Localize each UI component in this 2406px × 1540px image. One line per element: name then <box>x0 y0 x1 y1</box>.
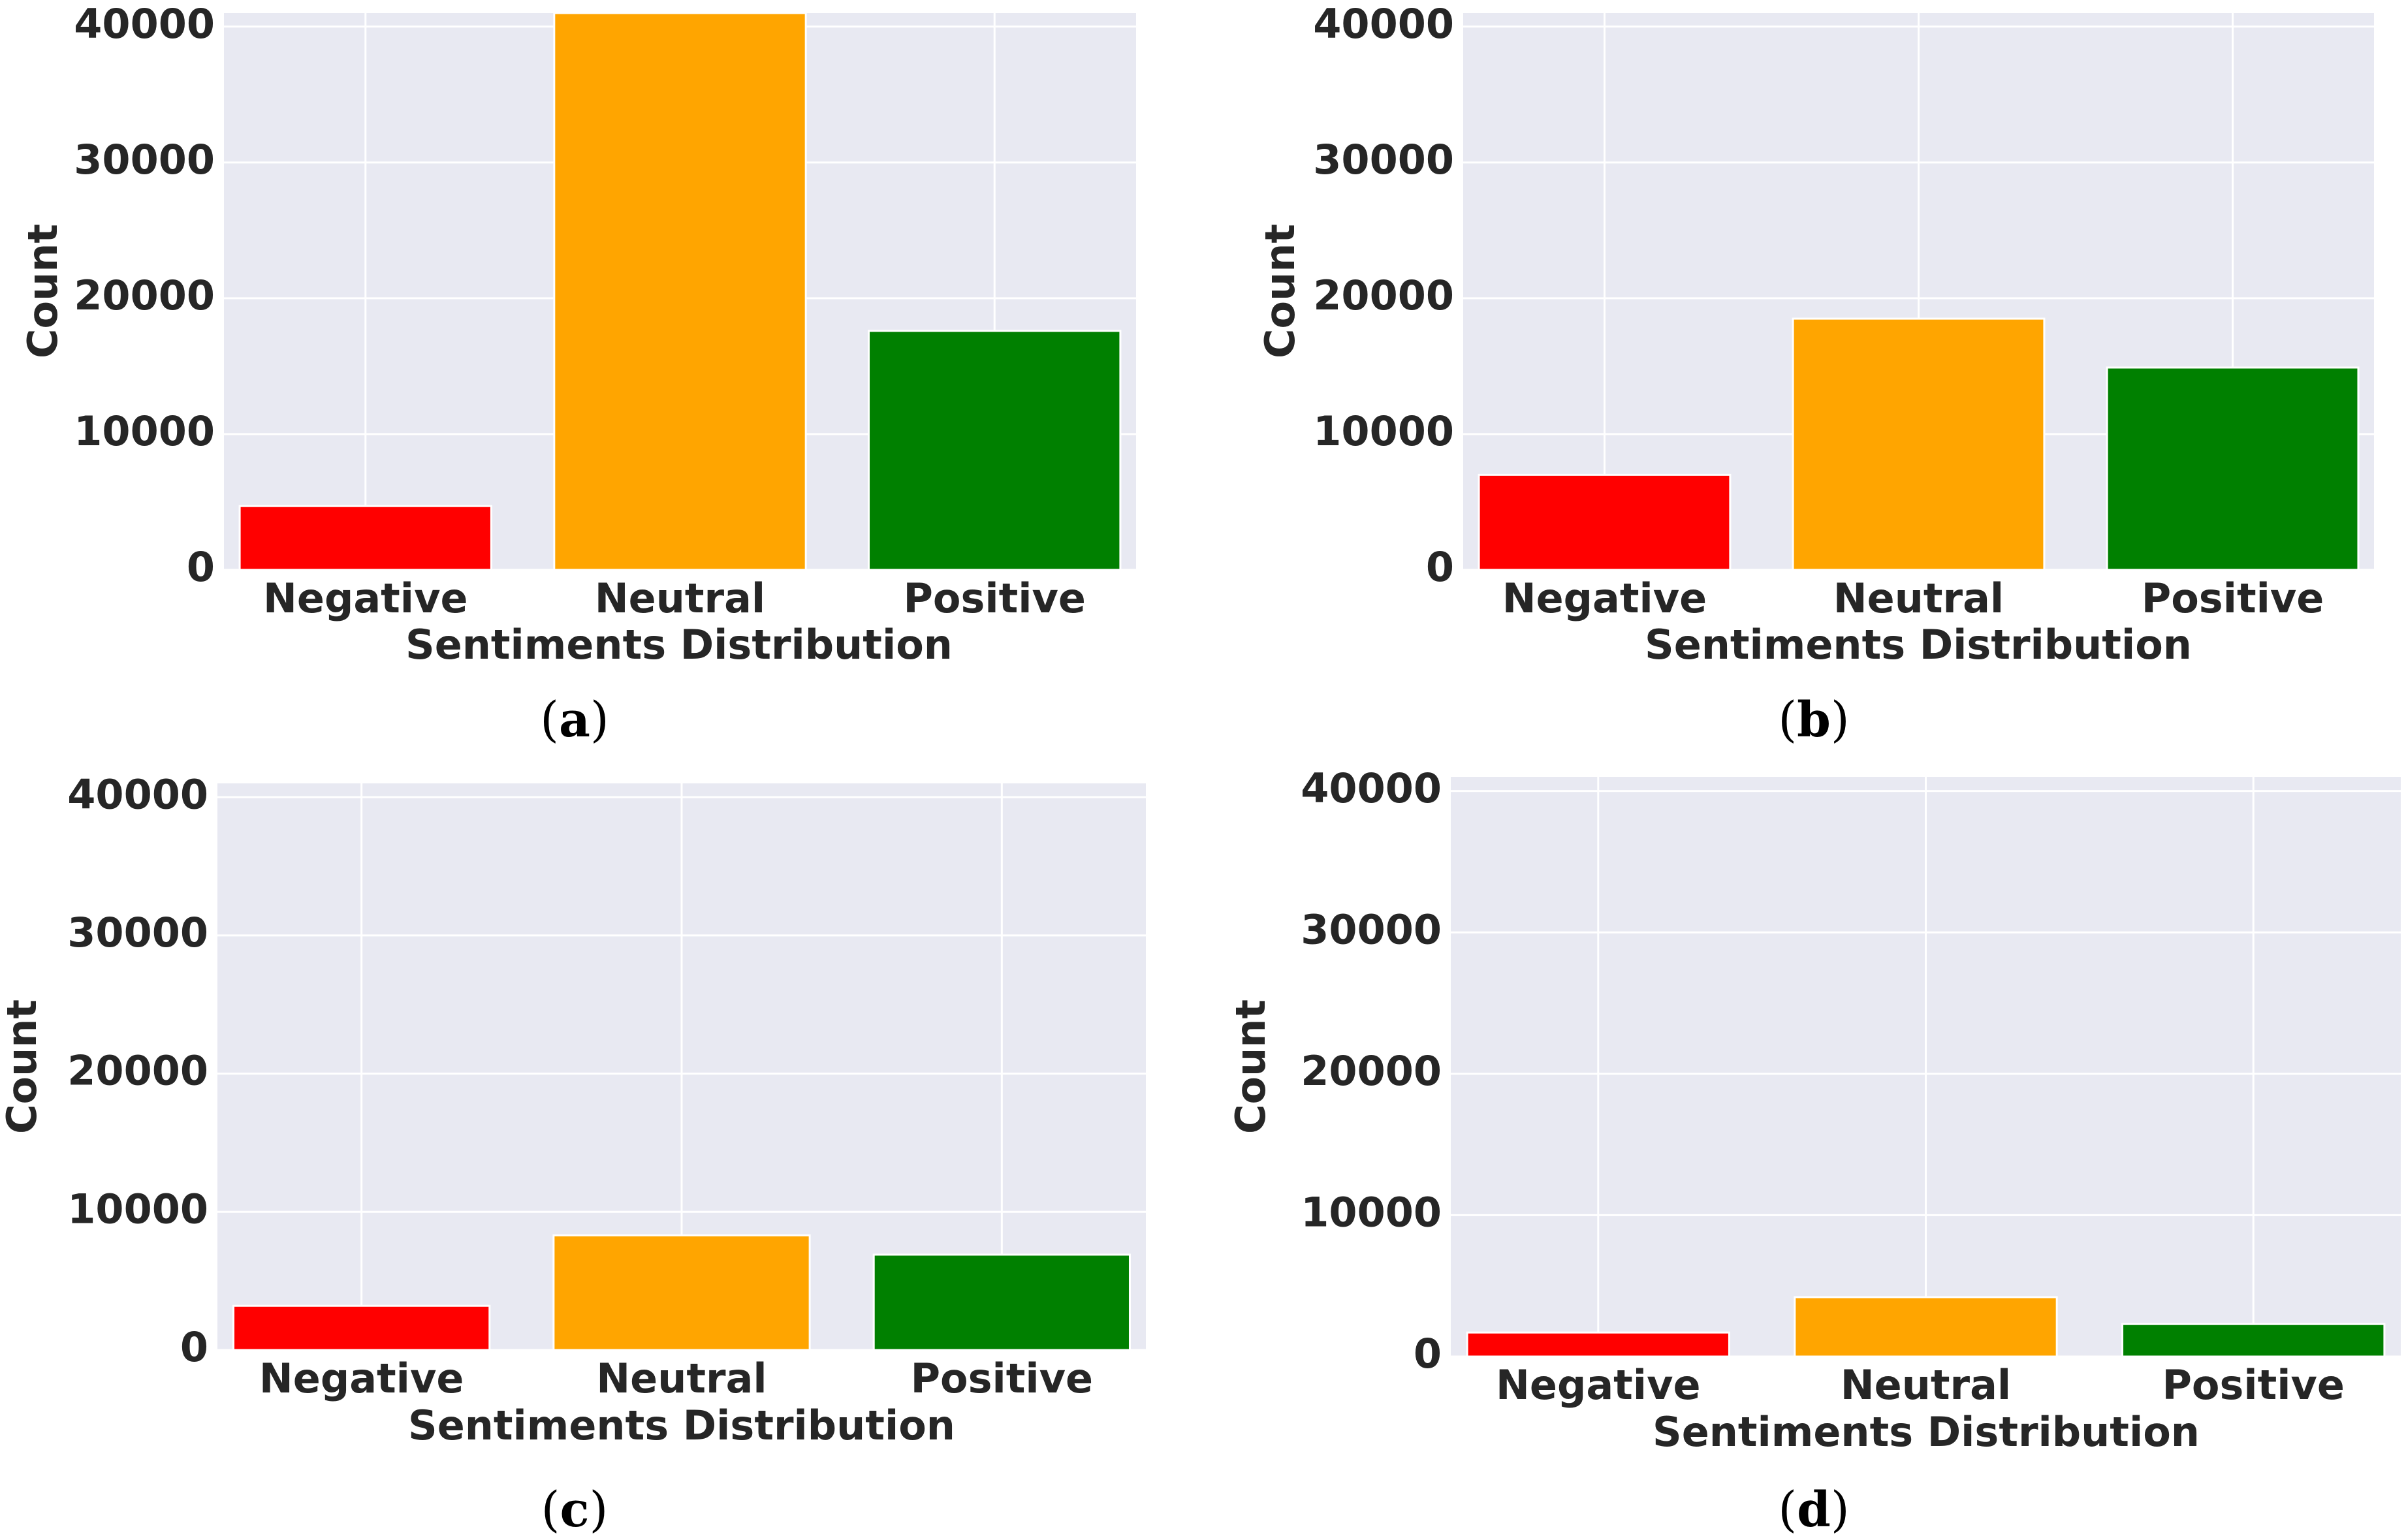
x-axis-label: Sentiments Distribution <box>1645 621 2192 668</box>
x-tick-label: Positive <box>2142 574 2324 622</box>
bar-negative <box>232 1304 491 1351</box>
bar-neutral <box>1792 317 2046 571</box>
y-tick-label: 40000 <box>1301 764 1442 812</box>
y-tick-labels: 0 10000 20000 30000 40000 <box>74 0 215 591</box>
panel-caption: (a) <box>540 691 609 747</box>
panel-b: 0 10000 20000 30000 40000 Negative Neutral Pos… <box>1256 0 2374 748</box>
x-tick-label: Positive <box>2162 1361 2345 1409</box>
y-tick-label: 20000 <box>1301 1047 1442 1095</box>
y-tick-label: 40000 <box>1313 0 1454 48</box>
x-tick-labels: Negative Neutral Positive <box>1502 574 2324 622</box>
y-tick-label: 30000 <box>1301 905 1442 953</box>
y-axis-label: Count <box>1227 999 1274 1134</box>
bars <box>238 12 1122 571</box>
x-tick-label: Neutral <box>596 1355 767 1402</box>
y-tick-label: 10000 <box>1313 407 1454 455</box>
x-tick-label: Positive <box>903 574 1086 622</box>
x-tick-label: Negative <box>259 1355 464 1402</box>
y-tick-label: 30000 <box>1313 136 1454 183</box>
bar-neutral <box>1794 1296 2058 1358</box>
gridlines <box>217 783 1146 1351</box>
bar-positive <box>868 330 1122 571</box>
x-axis-label: Sentiments Distribution <box>408 1402 955 1449</box>
y-tick-label: 0 <box>187 543 215 591</box>
y-tick-label: 10000 <box>74 407 215 455</box>
x-tick-label: Neutral <box>1833 574 2004 622</box>
y-tick-label: 0 <box>1414 1330 1442 1377</box>
y-tick-label: 20000 <box>1313 272 1454 319</box>
bar-positive <box>2106 366 2360 571</box>
bar-positive <box>872 1253 1131 1351</box>
x-tick-labels: Negative Neutral Positive <box>259 1355 1093 1402</box>
y-tick-labels: 0 10000 20000 30000 40000 <box>1313 0 1454 591</box>
x-tick-label: Negative <box>1502 574 1707 622</box>
y-tick-label: 0 <box>180 1323 208 1371</box>
y-tick-labels: 0 10000 20000 30000 40000 <box>67 770 208 1371</box>
x-axis-label: Sentiments Distribution <box>405 621 953 668</box>
panel-caption: (b) <box>1778 691 1850 747</box>
y-tick-label: 10000 <box>67 1185 208 1233</box>
bars <box>232 1234 1131 1351</box>
panel-caption: (d) <box>1778 1481 1850 1537</box>
x-tick-label: Positive <box>911 1355 1094 1402</box>
bar-neutral <box>553 12 807 571</box>
bar-neutral <box>552 1234 811 1351</box>
y-tick-label: 10000 <box>1301 1189 1442 1236</box>
bar-negative <box>1478 473 1732 571</box>
y-axis-label: Count <box>19 224 67 358</box>
bar-positive <box>2121 1323 2386 1358</box>
panel-d: 0 10000 20000 30000 40000 Negative Neutral Pos… <box>1227 764 2401 1538</box>
panel-caption: (c) <box>541 1481 609 1537</box>
y-tick-label: 30000 <box>67 909 208 956</box>
y-tick-label: 40000 <box>74 0 215 48</box>
gridlines <box>1451 777 2401 1358</box>
y-tick-label: 20000 <box>67 1047 208 1095</box>
x-tick-label: Neutral <box>595 574 765 622</box>
panel-a: 0 10000 20000 30000 40000 Negative Neutral Pos… <box>19 0 1136 748</box>
x-axis-label: Sentiments Distribution <box>1653 1408 2200 1456</box>
y-tick-label: 30000 <box>74 136 215 183</box>
panel-c: 0 10000 20000 30000 40000 Negative Neutral Pos… <box>0 770 1146 1538</box>
bar-negative <box>1466 1331 1730 1358</box>
x-tick-label: Negative <box>1496 1361 1701 1409</box>
bars <box>1478 317 2360 571</box>
bar-negative <box>238 505 492 571</box>
y-axis-label: Count <box>1256 224 1304 358</box>
y-tick-label: 20000 <box>74 272 215 319</box>
x-tick-label: Negative <box>263 574 468 622</box>
y-tick-label: 40000 <box>67 770 208 818</box>
x-tick-labels: Negative Neutral Positive <box>1496 1361 2345 1409</box>
x-tick-labels: Negative Neutral Positive <box>263 574 1086 622</box>
y-axis-label: Count <box>0 999 46 1134</box>
y-tick-label: 0 <box>1426 543 1454 591</box>
y-tick-labels: 0 10000 20000 30000 40000 <box>1301 764 1442 1377</box>
x-tick-label: Neutral <box>1841 1361 2011 1409</box>
bars <box>1466 1296 2386 1358</box>
